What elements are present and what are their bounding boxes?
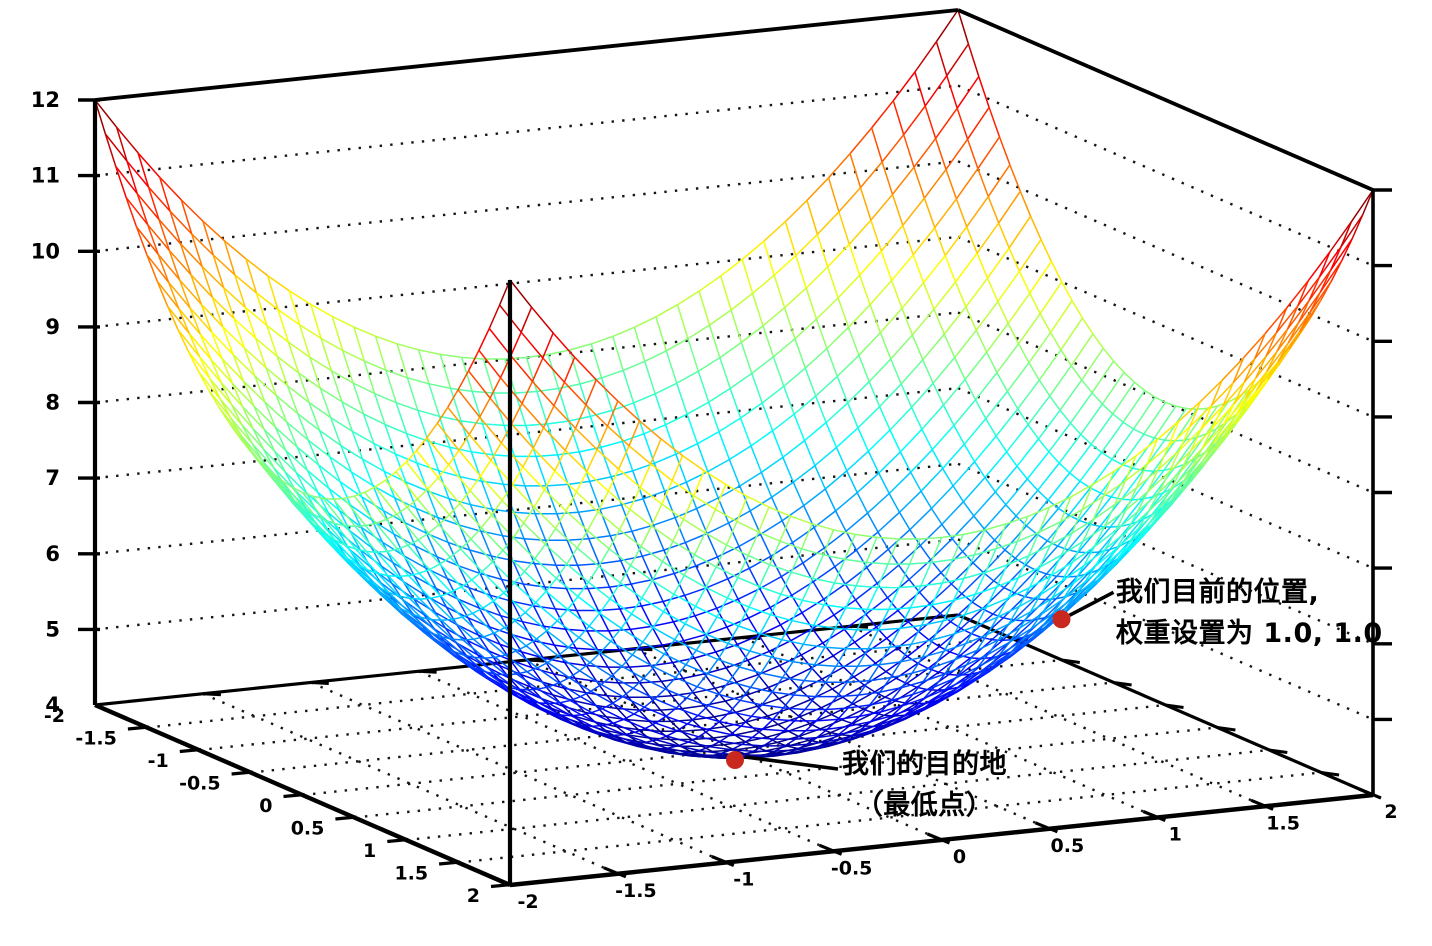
tick-label: 1.5 <box>1266 812 1300 834</box>
tick-label: 9 <box>45 315 60 339</box>
tick-label: -1 <box>733 869 754 891</box>
tick-label: 7 <box>45 466 60 490</box>
tick-label: -1.5 <box>615 880 657 902</box>
tick-label: 2 <box>1384 801 1397 823</box>
current-position-label-line2: 权重设置为 1.0, 1.0 <box>1116 618 1383 649</box>
current-position-label-line1: 我们目前的位置, <box>1116 577 1320 608</box>
tick-label: 11 <box>31 164 60 188</box>
tick-label: -1.5 <box>75 728 117 750</box>
surface-mesh <box>94 9 1374 759</box>
destination-label-line2: （最低点） <box>855 790 994 821</box>
tick-label: -0.5 <box>179 773 221 795</box>
current-position-label: 我们目前的位置, 权重设置为 1.0, 1.0 <box>1116 572 1383 654</box>
tick-label: 0.5 <box>291 818 325 840</box>
tick-label: 1 <box>1169 824 1182 846</box>
destination-label-line1: 我们的目的地 <box>842 749 1007 780</box>
current-position-marker <box>1052 610 1071 629</box>
tick-label: 1 <box>363 840 376 862</box>
tick-label: 0.5 <box>1051 835 1085 857</box>
tick-label: 0 <box>259 795 272 817</box>
tick-label: 5 <box>45 617 60 641</box>
tick-label: 10 <box>31 239 60 263</box>
destination-label: 我们的目的地 （最低点） <box>842 744 1007 826</box>
tick-label: 2 <box>467 885 480 907</box>
annotations <box>726 590 1115 771</box>
tick-label: -1 <box>148 750 169 772</box>
tick-label: -2 <box>44 705 65 727</box>
axis-ticks <box>78 98 1392 889</box>
tick-label: 12 <box>31 88 60 112</box>
tick-label: 0 <box>953 846 966 868</box>
tick-label: 4 <box>45 693 60 717</box>
tick-label: 6 <box>45 542 60 566</box>
tick-label: -2 <box>517 891 538 913</box>
tick-label: -0.5 <box>831 857 873 879</box>
destination-marker <box>726 751 744 769</box>
tick-label: 8 <box>45 391 60 415</box>
tick-label: 1.5 <box>394 863 428 885</box>
